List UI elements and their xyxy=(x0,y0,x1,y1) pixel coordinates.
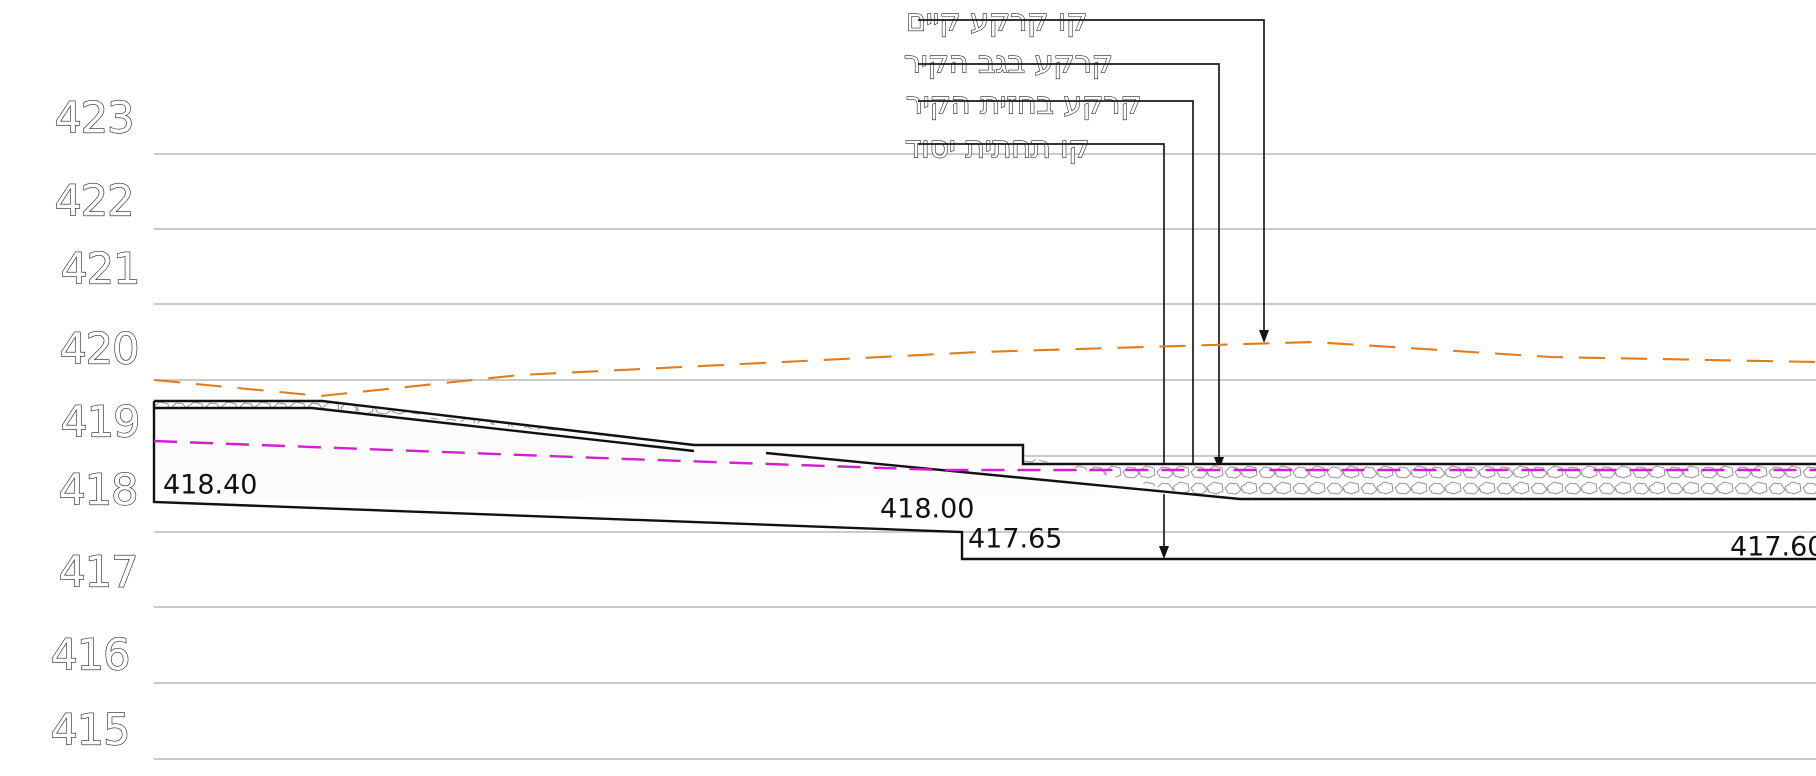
elevation-scale: 423 422 421 420 419 418 417 416 415 xyxy=(50,93,141,756)
elevation-label-419: 419 xyxy=(60,398,139,448)
elevation-label-418: 418 xyxy=(58,466,137,516)
level-annotations: 418.40 418.00 417.65 417.60 xyxy=(163,470,1816,563)
existing-ground-leader xyxy=(918,19,1265,337)
upper-gravel-fill xyxy=(154,401,1816,499)
foundation-line xyxy=(153,439,1816,472)
ground-in-front-of-wall-leader xyxy=(918,100,1194,488)
elevation-label-422: 422 xyxy=(54,177,133,227)
legend-foundation-bottom: קו תחתית יסוד xyxy=(905,131,1090,166)
legend-ground-behind-wall: קרקע בגב הקיר xyxy=(904,46,1113,81)
ground-behind-wall-leader xyxy=(918,63,1220,464)
level-label-418-40: 418.40 xyxy=(163,470,257,501)
elevation-label-420: 420 xyxy=(59,325,138,375)
upper-slab-underside xyxy=(154,406,695,453)
legend-ground-in-front-of-wall: קרקע בחזית הקיר xyxy=(906,87,1142,122)
level-label-417-60: 417.60 xyxy=(1730,532,1816,563)
upper-slab-outline xyxy=(154,399,1816,466)
elevation-label-417: 417 xyxy=(58,548,137,598)
legend-callouts: קו קרקע קיים קרקע בגב הקיר קרקע בחזית הק… xyxy=(903,3,1269,559)
elevation-label-423: 423 xyxy=(54,94,133,144)
level-label-417-65: 417.65 xyxy=(968,524,1062,555)
foundation-bottom-leader xyxy=(918,143,1165,553)
ground-lines xyxy=(153,340,1816,472)
level-label-418-00: 418.00 xyxy=(880,494,974,525)
foundation-bottom-arrowhead xyxy=(1159,546,1169,559)
design-section xyxy=(152,399,1816,561)
legend-existing-ground: קו קרקע קיים xyxy=(906,4,1087,39)
foundation-slope-outline xyxy=(152,401,1816,561)
elevation-label-416: 416 xyxy=(50,631,129,681)
elevation-label-421: 421 xyxy=(60,245,139,295)
existing-ground-arrowhead xyxy=(1259,330,1269,343)
elevation-label-415: 415 xyxy=(50,706,129,756)
existing-ground-line xyxy=(153,340,1816,398)
